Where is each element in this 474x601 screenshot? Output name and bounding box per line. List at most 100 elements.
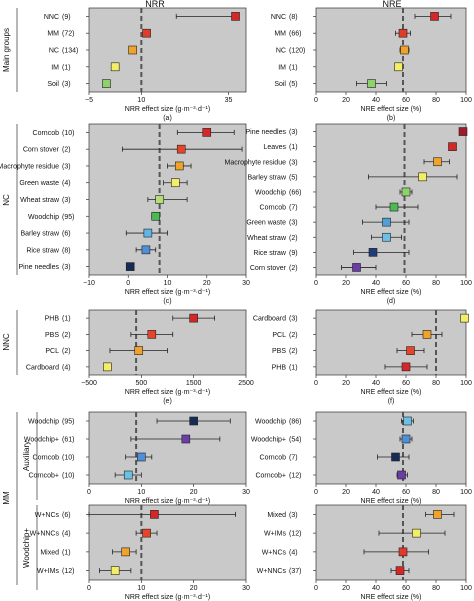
x-tick-label: 100 xyxy=(460,280,472,287)
column-title-nrr: NRR xyxy=(145,0,165,9)
data-point xyxy=(189,313,198,323)
panel-label: (a) xyxy=(163,115,172,122)
data-point xyxy=(155,195,164,204)
data-point xyxy=(398,28,408,38)
data-point xyxy=(382,217,391,227)
data-point xyxy=(400,45,409,55)
category-label: Wheat straw xyxy=(20,197,60,204)
x-axis-label: NRE effect size (%) xyxy=(361,498,422,505)
data-point xyxy=(352,263,361,272)
plot-area-f xyxy=(315,309,467,376)
data-point xyxy=(128,45,137,55)
category-label: NC xyxy=(49,48,59,55)
category-label: Mixed xyxy=(40,549,59,556)
x-tick-label: 30 xyxy=(242,585,250,592)
x-tick-label: 20 xyxy=(342,97,350,104)
x-tick-label: 60 xyxy=(402,97,410,104)
category-label: Corncob xyxy=(33,130,60,137)
sample-size-label: (3) xyxy=(289,129,298,136)
sample-size-label: (37) xyxy=(289,568,301,575)
category-label: W+IMs xyxy=(264,531,286,538)
data-point xyxy=(231,12,240,21)
sample-size-label: (66) xyxy=(289,31,301,38)
category-label: MM xyxy=(47,31,59,38)
sample-size-label: (3) xyxy=(289,316,298,323)
x-tick-label: 80 xyxy=(432,280,440,287)
category-label: Barley straw xyxy=(247,174,286,181)
sample-size-label: (2) xyxy=(289,332,298,339)
data-point xyxy=(150,510,159,519)
category-label: Woodchip xyxy=(28,214,59,221)
data-point xyxy=(418,172,427,182)
x-tick-label: 100 xyxy=(460,97,472,104)
data-point xyxy=(430,12,439,21)
x-axis-label: NRR effect size (g·m⁻³·d⁻¹) xyxy=(125,498,210,505)
panel-label: (c) xyxy=(163,298,171,305)
x-axis-label: NRE effect size (%) xyxy=(361,289,422,296)
category-label: NC xyxy=(276,48,286,55)
data-point xyxy=(202,128,212,137)
data-point xyxy=(382,232,391,242)
x-tick-label: 60 xyxy=(402,489,410,496)
sample-size-label: (3) xyxy=(62,163,71,170)
x-tick-label: 40 xyxy=(372,380,380,387)
data-point xyxy=(401,187,411,197)
sample-size-label: (1) xyxy=(62,316,71,323)
sample-size-label: (7) xyxy=(289,205,298,212)
data-point xyxy=(368,248,378,257)
sample-size-label: (12) xyxy=(289,473,301,480)
data-point xyxy=(391,452,400,462)
sample-size-label: (2) xyxy=(62,147,71,154)
x-axis-label: NRE effect size (%) xyxy=(361,389,422,396)
data-point xyxy=(458,127,468,136)
data-point xyxy=(401,362,411,372)
x-tick-label: 60 xyxy=(402,585,410,592)
x-axis-label: NRR effect size (g·m⁻³·d⁻¹) xyxy=(125,106,210,113)
category-label: Soil xyxy=(47,81,59,88)
data-point xyxy=(389,202,399,212)
data-point xyxy=(395,566,405,575)
data-point xyxy=(171,178,180,188)
sample-size-label: (2) xyxy=(62,332,71,339)
category-label: NNC xyxy=(271,14,286,21)
x-tick-label: 20 xyxy=(342,280,350,287)
sample-size-label: (7) xyxy=(289,455,298,462)
category-label: Macrophyte residue xyxy=(0,163,59,170)
data-point xyxy=(176,144,186,154)
sample-size-label: (61) xyxy=(62,437,74,444)
panel-e: −500 500 1500 2500 NRR effect size (g·m⁻³·d⁻… xyxy=(26,309,254,405)
subgroup-label-auxiliary: Auxiliary xyxy=(22,441,31,471)
x-tick-label: 40 xyxy=(372,97,380,104)
sample-size-label: (1) xyxy=(289,144,298,151)
data-point xyxy=(103,362,112,372)
sample-size-label: (8) xyxy=(62,247,71,254)
data-point xyxy=(143,228,153,238)
x-tick-label: 60 xyxy=(402,280,410,287)
category-label: PHB xyxy=(272,364,287,371)
category-label: PBS xyxy=(272,348,286,355)
data-point xyxy=(397,470,406,480)
category-label: NNC xyxy=(44,14,59,21)
data-point xyxy=(181,434,191,444)
data-point xyxy=(110,566,120,575)
x-tick-label: 100 xyxy=(460,585,472,592)
x-tick-label: 80 xyxy=(432,380,440,387)
x-tick-label: 1500 xyxy=(186,380,202,387)
sample-size-label: (4) xyxy=(62,180,71,187)
data-point xyxy=(147,330,157,339)
sample-size-label: (1) xyxy=(289,364,298,371)
sample-size-label: (120) xyxy=(289,48,305,55)
category-label: Corncob xyxy=(33,455,60,462)
category-label: PBS xyxy=(45,332,59,339)
category-label: Rice straw xyxy=(26,247,60,254)
panel-label: (b) xyxy=(387,115,396,122)
data-point xyxy=(422,330,432,339)
data-point xyxy=(142,28,151,38)
sample-size-label: (66) xyxy=(289,189,301,196)
category-label: Woodchip xyxy=(255,189,286,196)
data-point xyxy=(412,528,421,538)
